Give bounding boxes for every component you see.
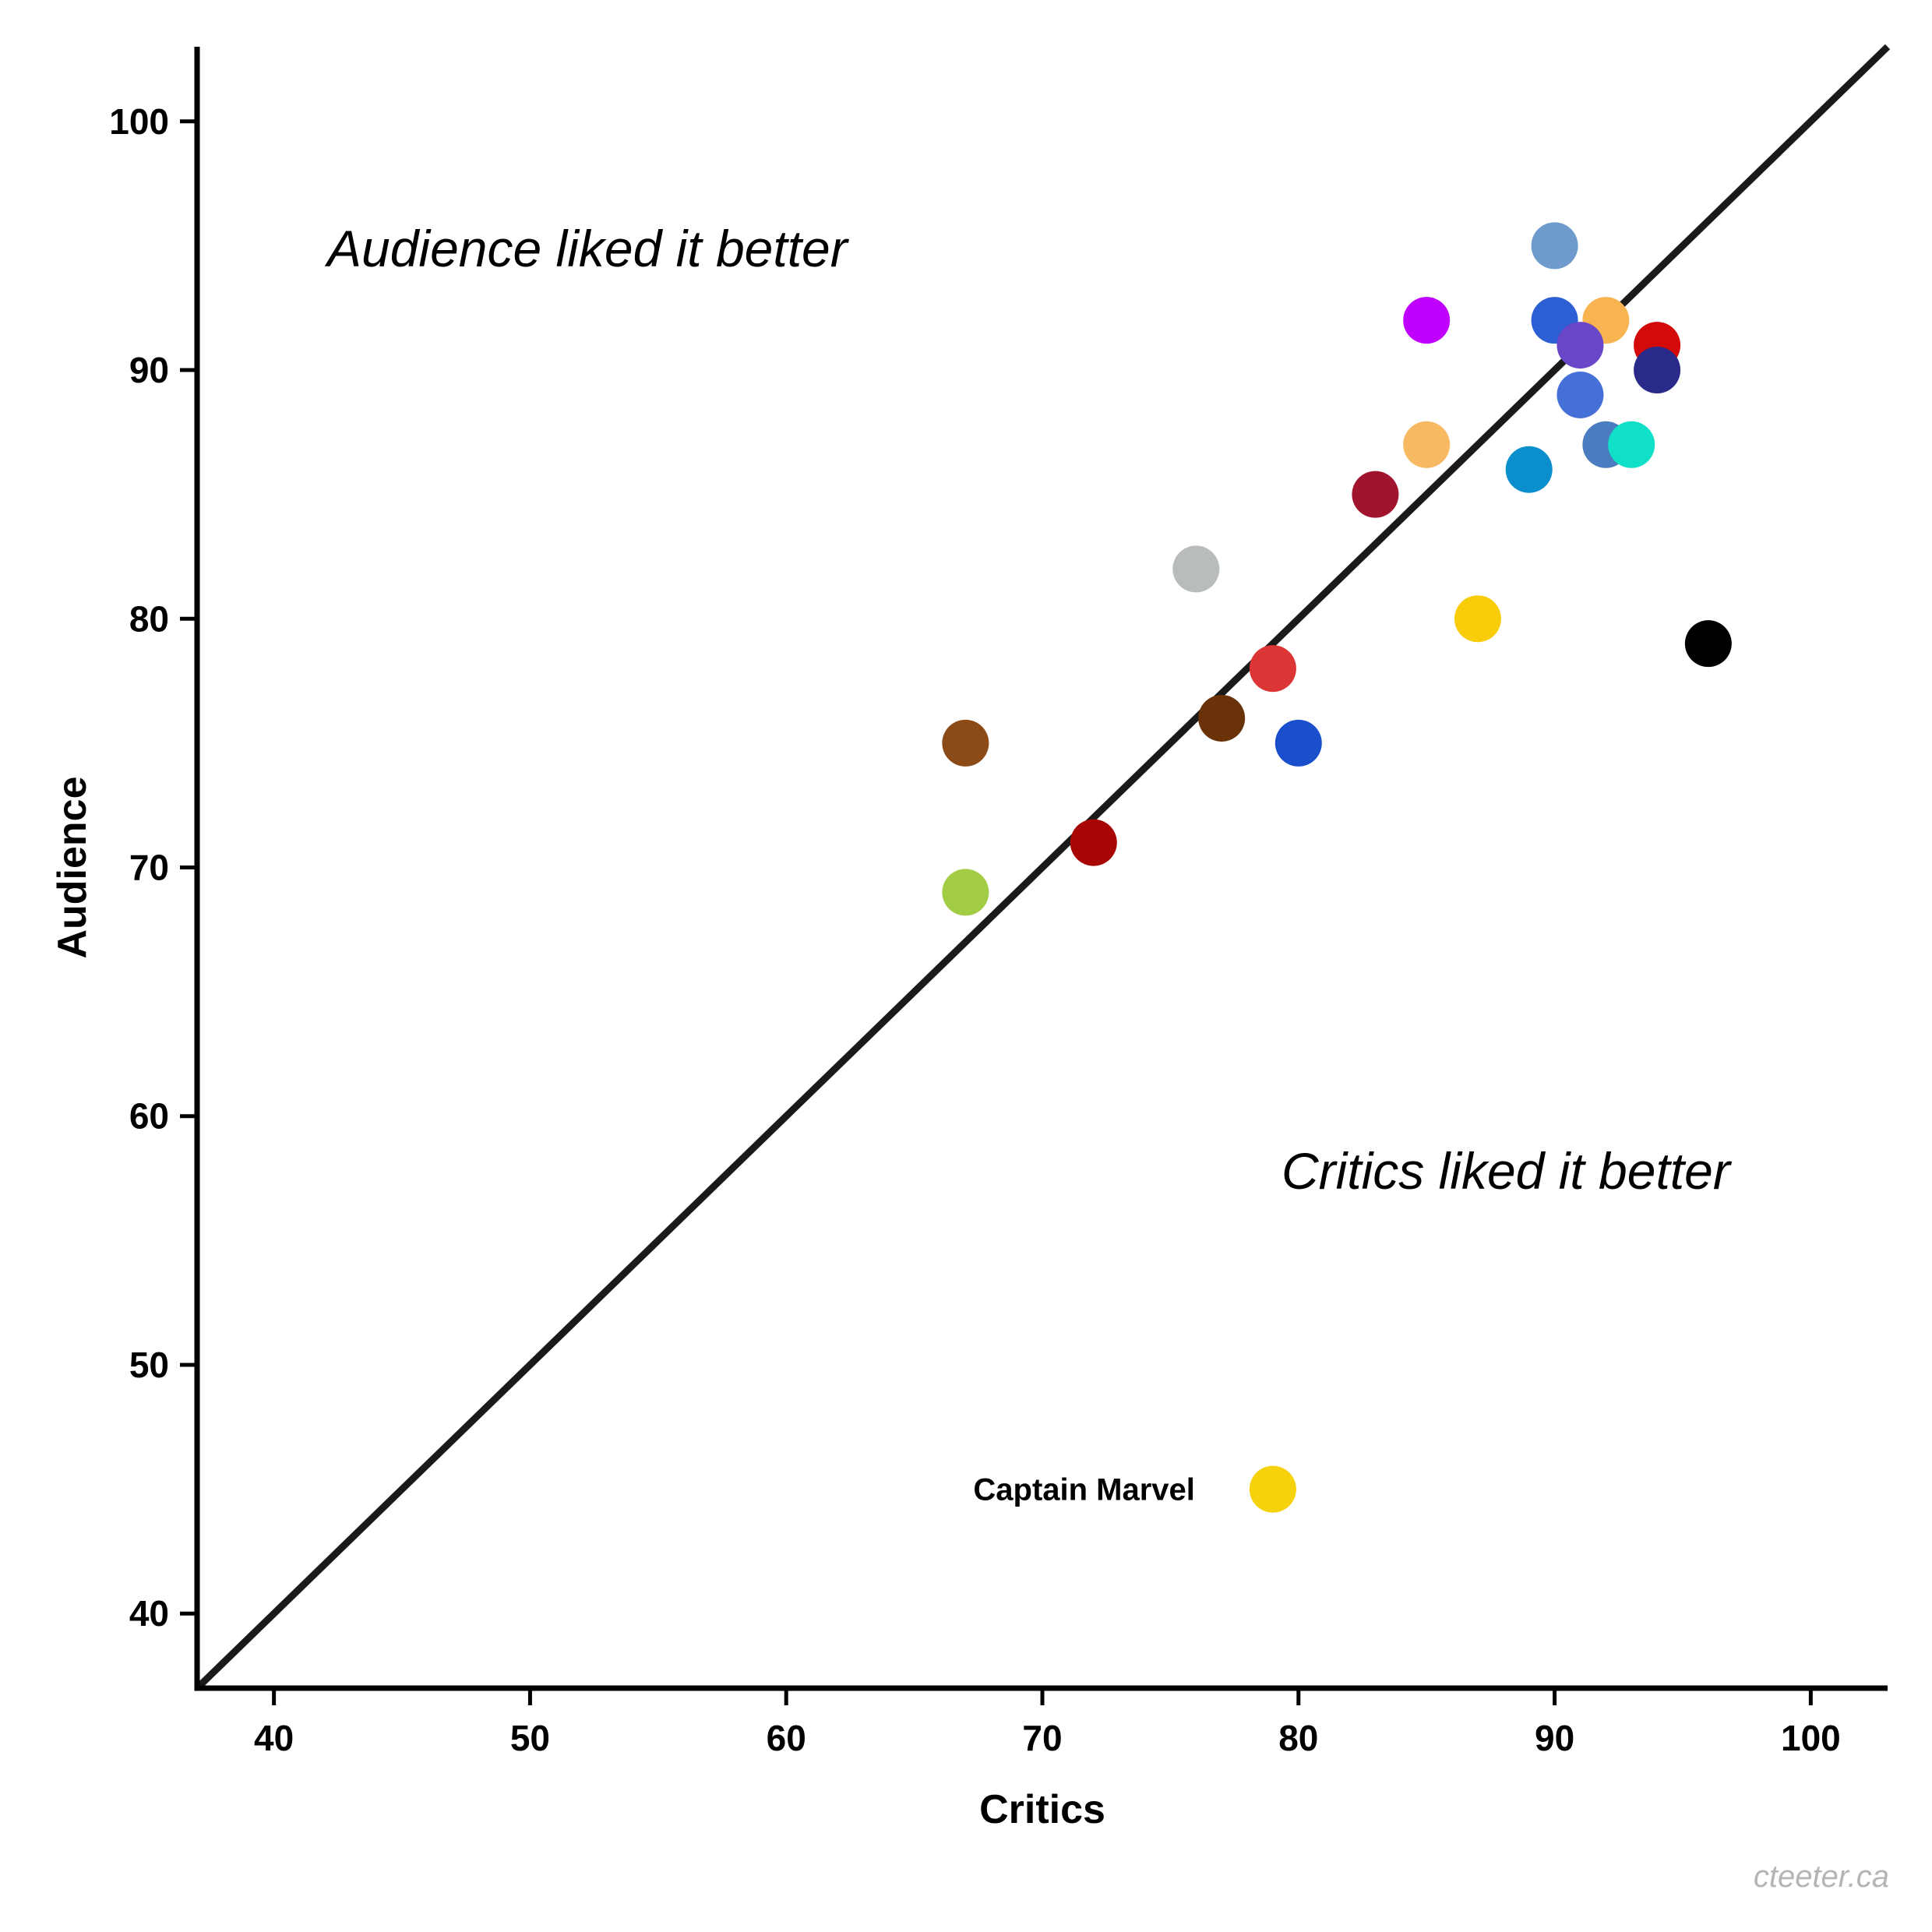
data-point[interactable]: [1557, 322, 1604, 369]
x-tick-label: 80: [1278, 1718, 1318, 1758]
x-tick-label: 50: [510, 1718, 550, 1758]
y-tick-label: 40: [129, 1593, 169, 1634]
data-point[interactable]: [1505, 446, 1553, 493]
identity-reference-line: [194, 44, 1891, 1691]
data-point-label: Captain Marvel: [973, 1473, 1195, 1507]
data-point[interactable]: [1454, 595, 1501, 643]
data-point[interactable]: [1634, 347, 1681, 394]
data-point[interactable]: [1608, 421, 1655, 468]
data-point[interactable]: [1274, 719, 1322, 767]
y-tick-label: 90: [129, 350, 169, 390]
data-point[interactable]: [942, 869, 989, 916]
x-tick-label: 40: [254, 1718, 294, 1758]
data-point[interactable]: [1249, 1465, 1296, 1513]
y-tick-label: 60: [129, 1096, 169, 1137]
y-tick-label: 50: [129, 1345, 169, 1385]
data-point[interactable]: [1172, 545, 1220, 593]
data-point[interactable]: [1070, 819, 1117, 866]
y-axis-title: Audience: [50, 776, 95, 958]
data-point[interactable]: [942, 719, 989, 767]
data-point[interactable]: [1531, 222, 1578, 270]
data-point[interactable]: [1352, 471, 1399, 518]
y-tick-label: 100: [109, 101, 169, 142]
data-point[interactable]: [1557, 371, 1604, 418]
x-tick-label: 70: [1022, 1718, 1062, 1758]
data-point[interactable]: [1403, 421, 1451, 468]
credit-watermark: cteeter.ca: [1754, 1860, 1889, 1894]
data-point[interactable]: [1403, 297, 1451, 344]
data-point[interactable]: [1249, 645, 1296, 693]
x-axis-title: Critics: [979, 1787, 1105, 1832]
y-tick-label: 70: [129, 848, 169, 888]
y-tick-label: 80: [129, 598, 169, 639]
data-point[interactable]: [1198, 694, 1246, 742]
x-tick-label: 60: [767, 1718, 806, 1758]
audience-region-label: Audience liked it better: [324, 220, 850, 277]
critics-region-label: Critics liked it better: [1282, 1142, 1733, 1200]
x-tick-label: 90: [1535, 1718, 1574, 1758]
x-tick-label: 100: [1781, 1718, 1841, 1758]
data-point[interactable]: [1684, 620, 1732, 668]
